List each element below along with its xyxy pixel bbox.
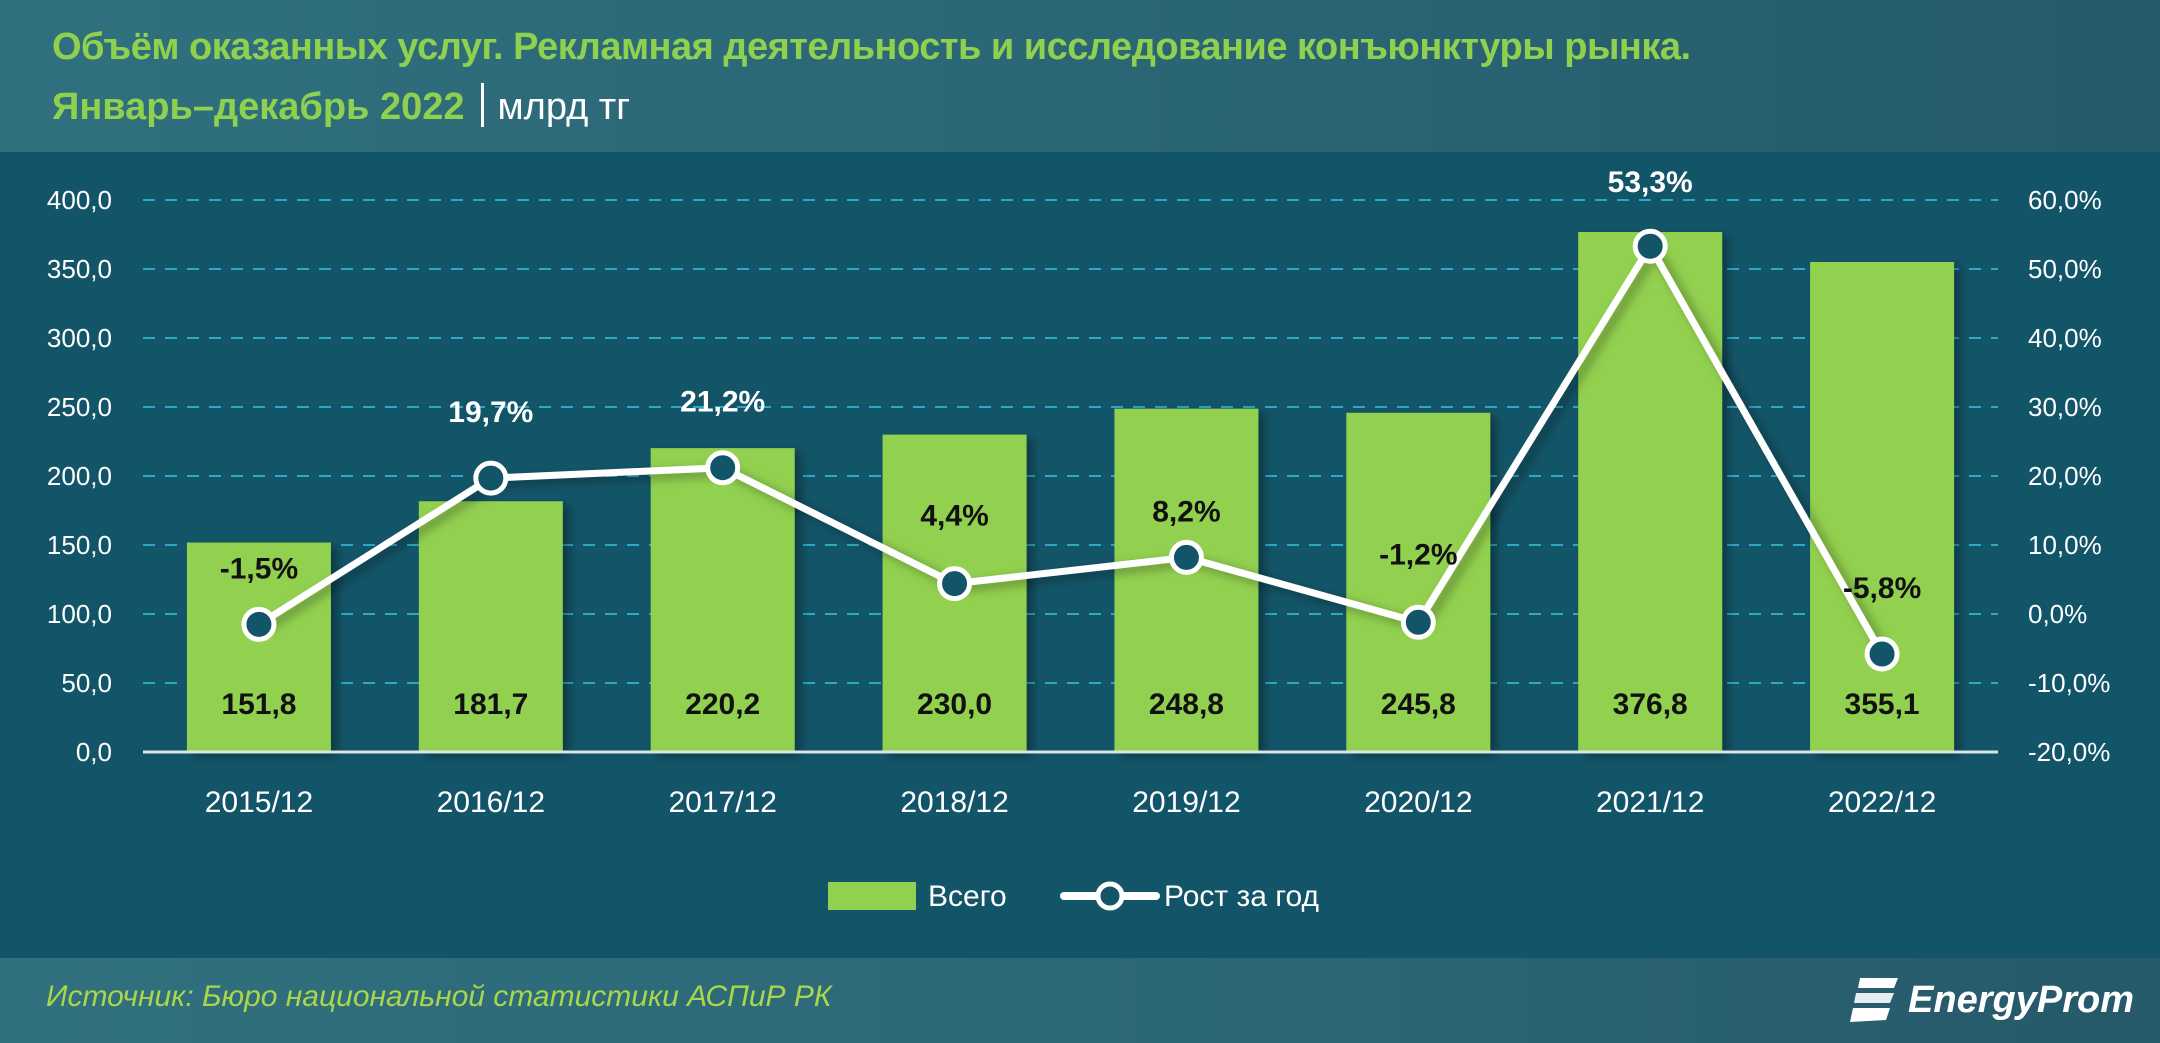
x-tick-label: 2020/12 (1364, 786, 1472, 819)
right-axis: -20,0% -10,0% 0,0% 10,0% 20,0% 30,0% 40,0% 50,0… (2028, 185, 2110, 767)
line-marker (241, 606, 277, 642)
left-tick-label: 350,0 (47, 254, 112, 284)
line-marker (473, 460, 509, 496)
left-tick-label: 400,0 (47, 185, 112, 215)
x-tick-label: 2015/12 (205, 786, 313, 819)
bar-series: 151,8 181,7 220,2 230,0 248,8 245,8 376,8 355,1 (186, 232, 1955, 753)
bar-value-label: 376,8 (1613, 688, 1688, 721)
bar-value-label: 248,8 (1149, 688, 1224, 721)
chart-header: Объём оказанных услуг. Рекламная деятель… (0, 0, 2160, 152)
line-series: -1,5% 19,7% 21,2% 4,4% 8,2% -1,2% 53,3% -5,8% (220, 166, 1921, 672)
right-tick-label: -10,0% (2028, 668, 2110, 698)
line-value-label: 8,2% (1152, 495, 1220, 528)
right-tick-label: 0,0% (2028, 599, 2087, 629)
line-value-label: -5,8% (1843, 572, 1921, 605)
energyprom-logo-icon (1850, 978, 1899, 1022)
left-tick-label: 200,0 (47, 461, 112, 491)
line-value-label: 53,3% (1608, 166, 1693, 199)
left-tick-label: 100,0 (47, 599, 112, 629)
x-tick-label: 2018/12 (900, 786, 1008, 819)
right-tick-label: 50,0% (2028, 254, 2102, 284)
right-tick-label: 10,0% (2028, 530, 2102, 560)
bar (186, 542, 331, 752)
x-tick-label: 2021/12 (1596, 786, 1704, 819)
right-tick-label: 60,0% (2028, 185, 2102, 215)
legend-line-marker-icon (1095, 881, 1125, 911)
chart-subtitle: Январь–декабрь 2022 млрд тг (52, 82, 631, 131)
bar (650, 448, 795, 752)
x-tick-label: 2022/12 (1828, 786, 1936, 819)
legend-line-label: Рост за год (1164, 880, 1319, 913)
line-marker (1168, 539, 1204, 575)
line-value-label: 4,4% (920, 500, 988, 533)
right-tick-label: 30,0% (2028, 392, 2102, 422)
line-marker (1864, 636, 1900, 672)
growth-line (257, 242, 1886, 656)
chart-title: Объём оказанных услуг. Рекламная деятель… (52, 26, 1691, 68)
line-value-label: 19,7% (448, 396, 533, 429)
bar (1578, 232, 1723, 753)
combo-chart: 0,0 50,0 100,0 150,0 200,0 250,0 300,0 350,0 400… (47, 166, 2110, 913)
right-tick-label: -20,0% (2028, 737, 2110, 767)
line-marker (1400, 604, 1436, 640)
plot-area: 0,0 50,0 100,0 150,0 200,0 250,0 300,0 350,0 400… (0, 152, 2160, 958)
x-tick-label: 2016/12 (437, 786, 545, 819)
x-tick-label: 2019/12 (1132, 786, 1240, 819)
left-tick-label: 300,0 (47, 323, 112, 353)
legend-bar-label: Всего (928, 880, 1007, 913)
unit-label: млрд тг (497, 86, 631, 128)
brand-logo: EnergyProm (1850, 974, 2134, 1026)
bar-value-label: 181,7 (453, 688, 528, 721)
bar (1114, 408, 1259, 752)
brand-name: EnergyProm (1908, 978, 2134, 1021)
bar-value-label: 355,1 (1845, 688, 1920, 721)
left-tick-label: 150,0 (47, 530, 112, 560)
line-marker (937, 566, 973, 602)
bar (418, 501, 563, 752)
left-tick-label: 250,0 (47, 392, 112, 422)
line-value-label: -1,2% (1379, 538, 1457, 571)
legend: Всего Рост за год (828, 880, 1319, 913)
bar-value-label: 220,2 (685, 688, 760, 721)
period-label: Январь–декабрь 2022 (52, 86, 465, 128)
separator (480, 82, 484, 127)
bar (1346, 412, 1491, 752)
source-note: Источник: Бюро национальной статистики А… (46, 980, 832, 1013)
x-axis: 2015/12 2016/12 2017/12 2018/12 2019/12 2020/… (205, 786, 1937, 819)
line-marker (1632, 228, 1668, 264)
right-tick-label: 20,0% (2028, 461, 2102, 491)
right-tick-label: 40,0% (2028, 323, 2102, 353)
bar-value-label: 151,8 (221, 688, 296, 721)
bar-value-label: 230,0 (917, 688, 992, 721)
x-tick-label: 2017/12 (668, 786, 776, 819)
left-axis: 0,0 50,0 100,0 150,0 200,0 250,0 300,0 350,0 400… (47, 185, 112, 767)
line-value-label: -1,5% (220, 552, 298, 585)
left-tick-label: 0,0 (76, 737, 112, 767)
chart-footer: Источник: Бюро национальной статистики А… (0, 958, 2160, 1043)
left-tick-label: 50,0 (61, 668, 112, 698)
line-marker (705, 450, 741, 486)
bar-value-label: 245,8 (1381, 688, 1456, 721)
line-value-label: 21,2% (680, 386, 765, 419)
bar (1810, 261, 1955, 752)
legend-bar-swatch (828, 882, 916, 910)
